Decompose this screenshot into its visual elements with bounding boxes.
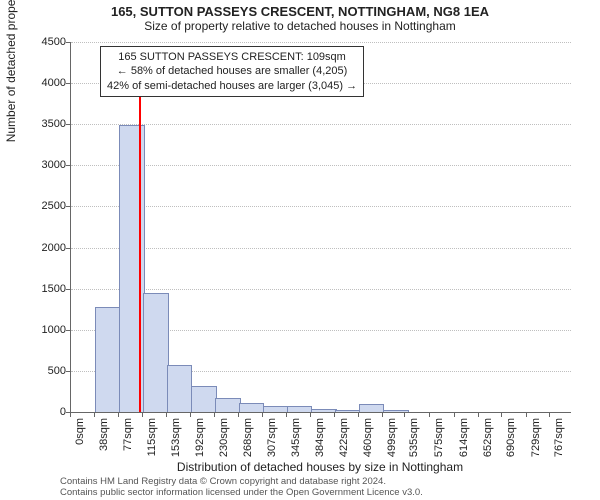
x-tick-label: 767sqm — [553, 418, 565, 468]
annotation-box: 165 SUTTON PASSEYS CRESCENT: 109sqm ← 58… — [100, 46, 364, 97]
x-tick-mark — [262, 412, 263, 417]
x-tick-label: 345sqm — [290, 418, 302, 468]
y-tick-mark — [66, 83, 71, 84]
x-tick-mark — [190, 412, 191, 417]
y-tick-label: 3000 — [16, 159, 66, 171]
y-tick-label: 1500 — [16, 283, 66, 295]
y-tick-label: 0 — [16, 406, 66, 418]
y-tick-label: 2000 — [16, 242, 66, 254]
footer-line-1: Contains HM Land Registry data © Crown c… — [60, 477, 423, 487]
histogram-bar — [191, 386, 217, 412]
x-tick-mark — [118, 412, 119, 417]
x-tick-mark — [286, 412, 287, 417]
y-tick-mark — [66, 289, 71, 290]
gridline — [71, 206, 571, 207]
y-tick-label: 500 — [16, 365, 66, 377]
property-marker-line — [139, 87, 141, 412]
histogram-bar — [359, 404, 385, 412]
x-tick-mark — [549, 412, 550, 417]
x-tick-mark — [454, 412, 455, 417]
y-tick-mark — [66, 330, 71, 331]
x-tick-label: 499sqm — [386, 418, 398, 468]
histogram-bar — [95, 307, 121, 412]
annotation-line-1: 165 SUTTON PASSEYS CRESCENT: 109sqm — [107, 50, 357, 64]
histogram-bar — [215, 398, 241, 412]
x-tick-label: 575sqm — [433, 418, 445, 468]
y-tick-label: 2500 — [16, 200, 66, 212]
plot-area — [70, 42, 571, 413]
y-tick-label: 1000 — [16, 324, 66, 336]
y-tick-label: 4500 — [16, 36, 66, 48]
histogram-bar — [287, 406, 313, 412]
x-tick-mark — [142, 412, 143, 417]
x-tick-label: 192sqm — [194, 418, 206, 468]
x-tick-mark — [166, 412, 167, 417]
gridline — [71, 124, 571, 125]
y-tick-mark — [66, 42, 71, 43]
x-tick-label: 115sqm — [146, 418, 158, 468]
x-tick-label: 614sqm — [458, 418, 470, 468]
y-tick-mark — [66, 248, 71, 249]
y-tick-mark — [66, 206, 71, 207]
chart-subtitle: Size of property relative to detached ho… — [0, 19, 600, 35]
y-tick-mark — [66, 371, 71, 372]
histogram-bar — [239, 403, 265, 412]
gridline — [71, 165, 571, 166]
x-tick-label: 690sqm — [505, 418, 517, 468]
x-tick-label: 268sqm — [242, 418, 254, 468]
x-tick-mark — [358, 412, 359, 417]
x-tick-mark — [334, 412, 335, 417]
x-tick-mark — [214, 412, 215, 417]
gridline — [71, 248, 571, 249]
chart-title: 165, SUTTON PASSEYS CRESCENT, NOTTINGHAM… — [0, 0, 600, 19]
x-tick-label: 153sqm — [170, 418, 182, 468]
x-tick-label: 422sqm — [338, 418, 350, 468]
x-tick-mark — [526, 412, 527, 417]
x-tick-label: 307sqm — [266, 418, 278, 468]
y-tick-label: 3500 — [16, 118, 66, 130]
property-size-histogram: 165, SUTTON PASSEYS CRESCENT, NOTTINGHAM… — [0, 0, 600, 500]
x-tick-label: 729sqm — [530, 418, 542, 468]
x-tick-mark — [501, 412, 502, 417]
x-tick-mark — [94, 412, 95, 417]
attribution-footer: Contains HM Land Registry data © Crown c… — [60, 477, 423, 498]
gridline — [71, 42, 571, 43]
x-tick-mark — [70, 412, 71, 417]
footer-line-2: Contains public sector information licen… — [60, 488, 423, 498]
x-tick-mark — [429, 412, 430, 417]
x-tick-label: 38sqm — [98, 418, 110, 468]
x-tick-label: 535sqm — [408, 418, 420, 468]
x-tick-label: 77sqm — [122, 418, 134, 468]
y-tick-label: 4000 — [16, 77, 66, 89]
y-tick-mark — [66, 165, 71, 166]
x-tick-label: 384sqm — [314, 418, 326, 468]
histogram-bar — [167, 365, 193, 412]
x-tick-label: 652sqm — [482, 418, 494, 468]
histogram-bar — [143, 293, 169, 412]
x-tick-label: 230sqm — [218, 418, 230, 468]
x-tick-label: 0sqm — [74, 418, 86, 468]
gridline — [71, 289, 571, 290]
x-tick-mark — [310, 412, 311, 417]
x-tick-mark — [382, 412, 383, 417]
annotation-line-2: ← 58% of detached houses are smaller (4,… — [107, 64, 357, 78]
x-tick-mark — [238, 412, 239, 417]
x-tick-mark — [478, 412, 479, 417]
y-tick-mark — [66, 124, 71, 125]
x-tick-label: 460sqm — [362, 418, 374, 468]
annotation-line-3: 42% of semi-detached houses are larger (… — [107, 79, 357, 93]
x-tick-mark — [404, 412, 405, 417]
